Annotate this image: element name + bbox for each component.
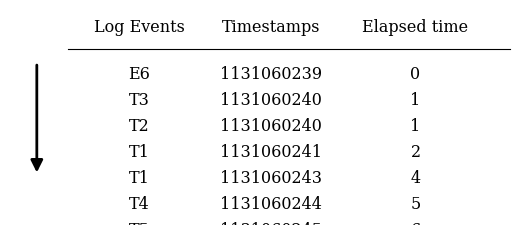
Text: 1131060241: 1131060241: [220, 143, 322, 160]
Text: 2: 2: [410, 143, 421, 160]
Text: Log Events: Log Events: [94, 18, 185, 36]
Text: 6: 6: [410, 221, 421, 225]
Text: 0: 0: [410, 66, 421, 83]
Text: 1131060243: 1131060243: [220, 169, 322, 186]
Text: T1: T1: [129, 143, 150, 160]
Text: Timestamps: Timestamps: [221, 18, 320, 36]
Text: 1: 1: [410, 92, 421, 109]
Text: 5: 5: [410, 195, 421, 212]
Text: 1: 1: [410, 117, 421, 135]
Text: T4: T4: [129, 195, 150, 212]
Text: 1131060240: 1131060240: [220, 92, 322, 109]
Text: T1: T1: [129, 169, 150, 186]
Text: 4: 4: [410, 169, 421, 186]
Text: 1131060244: 1131060244: [220, 195, 322, 212]
Text: T5: T5: [129, 221, 150, 225]
Text: 1131060245: 1131060245: [220, 221, 322, 225]
Text: Elapsed time: Elapsed time: [362, 18, 469, 36]
Text: T3: T3: [129, 92, 150, 109]
Text: E6: E6: [128, 66, 150, 83]
Text: 1131060240: 1131060240: [220, 117, 322, 135]
Text: 1131060239: 1131060239: [220, 66, 322, 83]
Text: T2: T2: [129, 117, 150, 135]
